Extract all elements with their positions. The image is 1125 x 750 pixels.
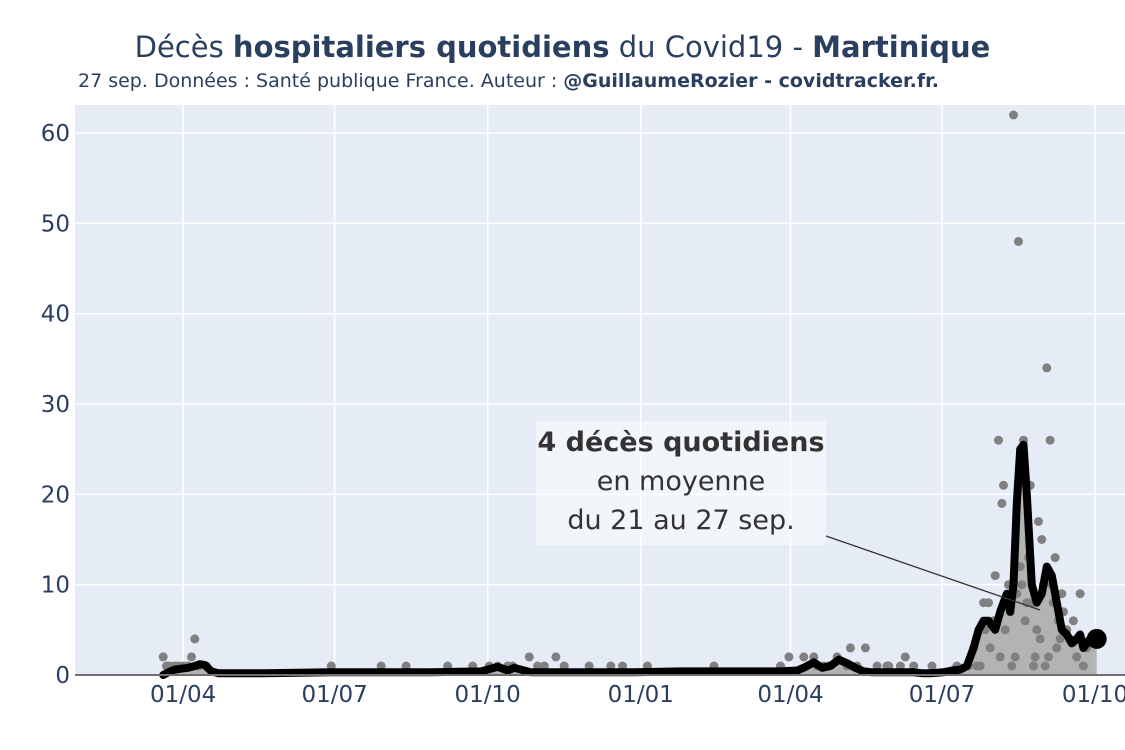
daily-death-point [1000, 625, 1010, 635]
daily-death-point [401, 661, 411, 671]
subtitle-source: 27 sep. Données : Santé publique France.… [78, 70, 564, 92]
y-tick-label: 0 [55, 663, 70, 689]
x-tick-label: 01/07 [909, 682, 975, 708]
daily-death-point [994, 435, 1003, 445]
x-tick-labels: 01/04 01/07 01/10 01/01 01/04 01/07 01/10 [150, 682, 1125, 708]
daily-death-point [997, 498, 1007, 508]
daily-death-point [1035, 634, 1045, 644]
moving-average-line [159, 440, 1101, 679]
x-tick-label: 01/10 [455, 682, 521, 708]
daily-death-point [1040, 661, 1050, 671]
annotation-line-2: en moyenne [596, 466, 766, 497]
daily-death-point [1009, 110, 1018, 120]
daily-death-point [1042, 363, 1052, 373]
daily-death-point [1014, 237, 1023, 246]
daily-death-point [1044, 652, 1053, 662]
daily-death-point [1055, 634, 1065, 644]
daily-death-point [1007, 661, 1017, 671]
daily-death-point [1068, 616, 1078, 626]
daily-death-point [1078, 661, 1088, 671]
annotation-line-1: 4 décès quotidiens [537, 427, 825, 458]
daily-death-point [533, 661, 543, 671]
area-fill-group [163, 444, 1097, 675]
chart-title: Décès hospitaliers quotidiens du Covid19… [0, 30, 1125, 64]
daily-death-point [999, 480, 1008, 490]
annotation-box: 4 décès quotidiens en moyenne du 21 au 2… [536, 421, 826, 545]
daily-death-point [190, 634, 200, 644]
daily-death-point [984, 598, 993, 608]
daily-death-point [909, 661, 919, 671]
daily-death-point [990, 571, 1000, 581]
daily-death-point [927, 661, 937, 671]
daily-death-point [1075, 589, 1085, 599]
y-tick-labels: 0 10 20 30 40 50 60 [41, 121, 70, 689]
y-tick-label: 40 [41, 302, 70, 328]
daily-death-point [559, 661, 569, 671]
daily-death-point [995, 652, 1005, 662]
daily-death-point [1045, 435, 1055, 445]
daily-death-point [884, 661, 894, 671]
daily-death-point [845, 643, 855, 653]
daily-death-point [860, 643, 870, 653]
daily-death-point [158, 652, 168, 662]
title-part-3: du Covid19 - [609, 30, 813, 64]
daily-death-point [1032, 625, 1042, 635]
daily-death-point [895, 661, 905, 671]
daily-death-point [799, 652, 809, 662]
y-tick-label: 20 [41, 482, 70, 508]
grid-lines [75, 105, 1125, 675]
daily-death-point [872, 661, 882, 671]
title-part-2: hospitaliers quotidiens [232, 30, 610, 64]
latest-average-marker [1086, 628, 1107, 649]
daily-death-point [1037, 535, 1047, 544]
x-tick-label: 01/07 [301, 682, 367, 708]
x-tick-label: 01/10 [1062, 682, 1125, 708]
title-part-1: Décès [134, 30, 233, 64]
subtitle-author: @GuillaumeRozier - covidtracker.fr. [563, 70, 940, 92]
annotation-line-3: du 21 au 27 sep. [567, 505, 795, 536]
daily-death-point [326, 661, 336, 671]
daily-death-point [524, 652, 534, 662]
daily-death-point [784, 652, 794, 662]
daily-death-point [187, 652, 196, 662]
x-tick-label: 01/04 [757, 682, 823, 708]
moving-average-group [159, 440, 1107, 679]
daily-death-point [1050, 553, 1060, 563]
daily-death-point [584, 661, 594, 671]
daily-death-point [1030, 652, 1040, 662]
daily-death-point [900, 652, 910, 662]
y-tick-label: 10 [41, 573, 70, 599]
daily-death-point [606, 661, 616, 671]
daily-death-point [1010, 652, 1020, 662]
daily-death-point [1052, 643, 1062, 653]
daily-death-point [1029, 661, 1038, 671]
y-tick-label: 30 [41, 392, 70, 418]
x-tick-label: 01/01 [608, 682, 674, 708]
plot-background [75, 105, 1125, 675]
daily-death-point [1072, 652, 1082, 662]
daily-death-point [1034, 517, 1043, 526]
daily-death-point [376, 661, 386, 671]
daily-death-point [1020, 616, 1030, 626]
daily-death-point [1017, 580, 1027, 590]
daily-death-point [551, 652, 561, 662]
daily-death-point [539, 661, 549, 671]
daily-death-point [618, 661, 627, 671]
chart-subtitle: 27 sep. Données : Santé publique France.… [78, 70, 939, 92]
moving-average-area [163, 444, 1097, 675]
annotation-arrow [825, 535, 1041, 611]
daily-death-point [975, 661, 985, 671]
daily-death-point [985, 643, 995, 653]
x-tick-label: 01/04 [150, 682, 216, 708]
y-tick-label: 50 [41, 211, 70, 237]
title-part-4: Martinique [812, 30, 991, 64]
y-tick-label: 60 [41, 121, 70, 147]
